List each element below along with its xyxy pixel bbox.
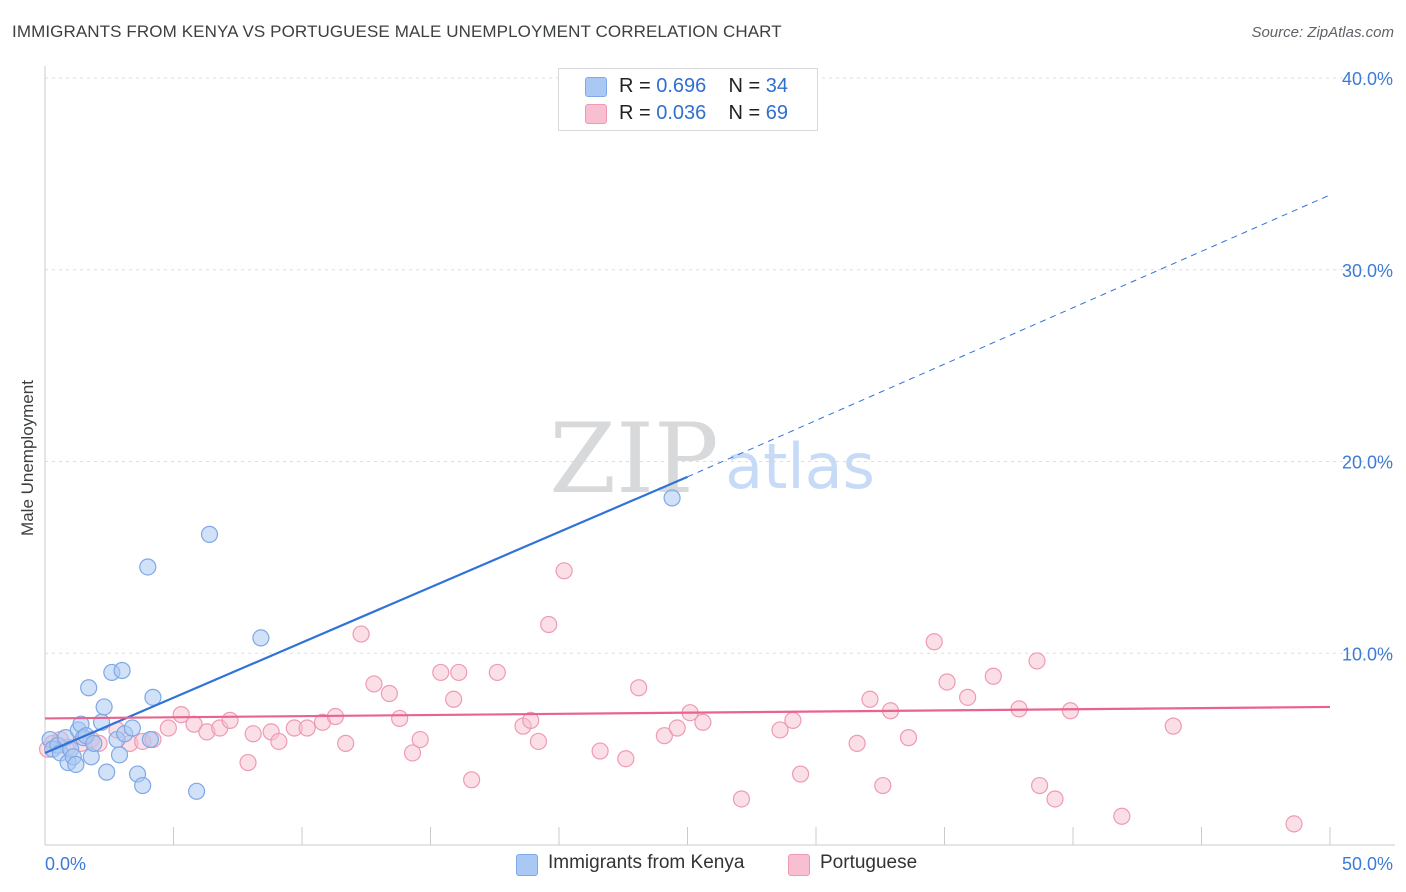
point-portuguese <box>463 771 481 789</box>
r-value-kenya: 0.696 <box>656 75 707 97</box>
y-tick-label: 20.0% <box>1342 453 1393 473</box>
point-portuguese <box>450 663 468 682</box>
point-portuguese <box>411 730 429 749</box>
point-portuguese <box>159 719 177 737</box>
x-tick-label-max: 50.0% <box>1342 854 1393 874</box>
point-portuguese <box>522 711 540 729</box>
y-tick-label: 40.0% <box>1342 69 1393 89</box>
point-portuguese <box>239 753 257 772</box>
y-tick-label: 10.0% <box>1342 644 1393 664</box>
point-portuguese <box>984 667 1002 685</box>
point-portuguese <box>298 719 316 737</box>
point-portuguese <box>617 750 635 768</box>
grid-lines <box>45 77 1395 654</box>
point-portuguese <box>172 706 190 724</box>
point-portuguese <box>540 615 558 634</box>
point-portuguese <box>337 734 355 752</box>
r-label: R = <box>619 102 651 124</box>
portuguese-swatch <box>585 104 607 124</box>
point-kenya <box>188 782 206 800</box>
point-kenya <box>98 763 116 781</box>
r-label: R = <box>619 75 651 97</box>
point-portuguese <box>732 790 751 808</box>
point-kenya <box>200 525 219 543</box>
point-portuguese <box>668 719 686 737</box>
point-portuguese <box>352 625 370 643</box>
trendline-portuguese <box>44 705 1331 720</box>
point-portuguese <box>270 732 288 751</box>
point-portuguese <box>244 725 262 743</box>
point-portuguese <box>630 679 648 697</box>
point-portuguese <box>432 663 450 682</box>
data-points <box>38 489 1303 833</box>
point-kenya <box>663 489 681 507</box>
point-portuguese <box>529 732 548 751</box>
n-value-portuguese: 69 <box>765 102 789 124</box>
x-tick-label-min: 0.0% <box>45 854 86 874</box>
point-portuguese <box>591 742 609 760</box>
point-portuguese <box>1113 807 1131 825</box>
point-kenya <box>134 776 152 795</box>
point-kenya <box>95 698 113 716</box>
legend-label-portuguese: Portuguese <box>820 852 918 873</box>
point-portuguese <box>899 729 918 747</box>
point-kenya <box>80 679 98 697</box>
point-portuguese <box>555 562 573 580</box>
tick-labels: 10.0% 20.0% 30.0% 40.0% 0.0% 50.0% <box>45 69 1393 874</box>
point-portuguese <box>925 633 943 651</box>
point-portuguese <box>1061 702 1080 720</box>
point-kenya <box>141 730 159 749</box>
n-label: N = <box>728 102 761 124</box>
point-kenya <box>113 661 131 680</box>
point-portuguese <box>655 727 673 745</box>
point-portuguese <box>1030 776 1049 795</box>
watermark-zip: ZIP <box>549 403 718 515</box>
legend-swatch-portuguese <box>788 854 810 876</box>
point-kenya <box>85 734 103 752</box>
point-portuguese <box>1028 652 1046 670</box>
point-portuguese <box>959 688 977 706</box>
point-portuguese <box>861 690 879 708</box>
source-label: Source: ZipAtlas.com <box>1251 24 1394 41</box>
kenya-swatch <box>585 77 607 97</box>
point-portuguese <box>791 765 810 783</box>
point-portuguese <box>848 734 866 752</box>
chart-legend: Immigrants from Kenya Portuguese <box>0 852 1406 876</box>
watermark-atlas: atlas <box>725 430 875 503</box>
point-portuguese <box>380 684 398 703</box>
point-portuguese <box>874 776 892 795</box>
legend-swatch-kenya <box>516 854 538 876</box>
point-kenya <box>252 629 270 647</box>
point-portuguese <box>694 713 712 731</box>
y-tick-label: 30.0% <box>1342 261 1393 281</box>
point-portuguese <box>445 690 463 708</box>
trendline-kenya <box>44 475 688 754</box>
point-portuguese <box>488 663 506 682</box>
legend-label-kenya: Immigrants from Kenya <box>548 852 745 873</box>
point-portuguese <box>1285 815 1303 833</box>
n-value-kenya: 34 <box>765 75 789 97</box>
trendline-kenya-extension <box>687 194 1331 478</box>
point-portuguese <box>221 711 239 729</box>
point-portuguese <box>1164 717 1182 735</box>
point-kenya <box>144 688 162 706</box>
point-portuguese <box>1046 790 1064 808</box>
correlation-stats-box: R = 0.696 N = 34 R = 0.036 N = 69 <box>558 68 818 131</box>
chart-title: IMMIGRANTS FROM KENYA VS PORTUGUESE MALE… <box>12 22 782 41</box>
point-portuguese <box>391 709 409 728</box>
point-portuguese <box>938 673 956 691</box>
point-portuguese <box>771 721 789 739</box>
trend-lines <box>44 194 1331 754</box>
point-portuguese <box>403 744 422 762</box>
axes <box>44 66 1395 846</box>
n-label: N = <box>728 75 761 97</box>
point-portuguese <box>365 675 383 693</box>
r-value-portuguese: 0.036 <box>656 102 707 124</box>
point-kenya <box>67 755 85 774</box>
point-portuguese <box>784 711 802 729</box>
point-kenya <box>139 558 157 576</box>
point-kenya <box>110 746 129 764</box>
point-kenya <box>123 719 141 737</box>
